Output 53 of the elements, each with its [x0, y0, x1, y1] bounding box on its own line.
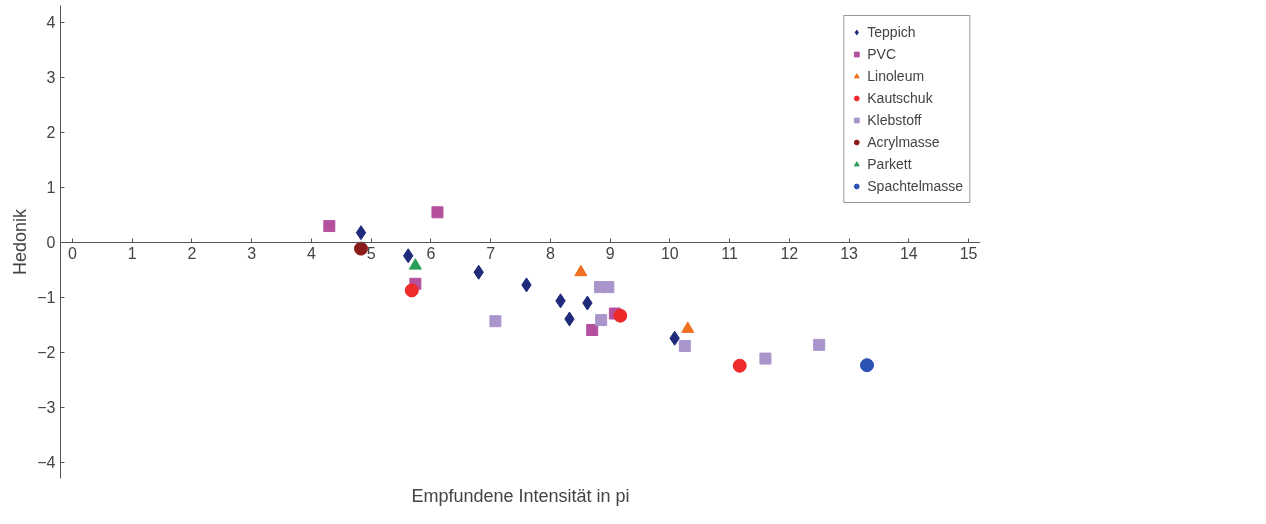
- y-axis-title: Hedonik: [9, 207, 30, 276]
- y-tick-label: −2: [37, 344, 56, 361]
- x-tick-label: 0: [68, 245, 77, 262]
- point: [732, 358, 747, 373]
- y-tick-label: 1: [46, 179, 56, 196]
- x-tick-label: 4: [306, 245, 316, 262]
- point: [613, 308, 628, 323]
- x-tick-label: 12: [780, 245, 799, 262]
- point: [859, 358, 874, 373]
- point: [813, 338, 826, 351]
- legend-label: Linoleum: [867, 68, 925, 84]
- y-tick-label: −1: [37, 289, 56, 306]
- point: [602, 281, 615, 294]
- y-tick-label: 4: [46, 14, 56, 31]
- x-tick-label: 15: [959, 245, 978, 262]
- legend-label: Acrylmasse: [867, 134, 940, 150]
- legend-label: Spachtelmasse: [867, 178, 963, 194]
- legend-label: PVC: [867, 46, 897, 62]
- x-tick-label: 10: [660, 245, 679, 262]
- point: [353, 241, 368, 256]
- point: [574, 264, 588, 277]
- x-tick-label: 6: [426, 245, 436, 262]
- point: [678, 339, 691, 352]
- point: [323, 220, 336, 233]
- x-tick-label: 11: [721, 245, 738, 262]
- x-tick-label: 5: [366, 245, 376, 262]
- y-tick-label: 3: [46, 69, 56, 86]
- y-tick-label: −3: [37, 399, 56, 416]
- x-tick-label: 1: [127, 245, 137, 262]
- x-tick-label: 2: [187, 245, 197, 262]
- legend-label: Klebstoff: [867, 112, 922, 128]
- legend-label: Parkett: [867, 156, 912, 172]
- x-tick-label: 7: [486, 245, 496, 262]
- point: [431, 206, 444, 219]
- y-tick-label: −4: [37, 454, 56, 471]
- y-tick-label: 2: [46, 124, 56, 141]
- point: [489, 315, 502, 328]
- legend-label: Teppich: [867, 24, 916, 40]
- point: [408, 258, 422, 270]
- point: [586, 324, 599, 336]
- x-tick-label: 3: [247, 245, 257, 262]
- x-tick-label: 14: [899, 245, 918, 262]
- x-axis-title: Empfundene Intensität in pi: [411, 485, 630, 506]
- point: [404, 283, 419, 298]
- point: [759, 352, 772, 365]
- x-tick-label: 8: [545, 245, 555, 262]
- x-tick-label: 13: [840, 245, 859, 262]
- y-tick-label: 0: [46, 234, 56, 251]
- legend-label: Kautschuk: [867, 90, 933, 106]
- x-tick-label: 9: [605, 245, 615, 262]
- point: [681, 321, 695, 333]
- point: [355, 225, 367, 241]
- point: [595, 314, 608, 327]
